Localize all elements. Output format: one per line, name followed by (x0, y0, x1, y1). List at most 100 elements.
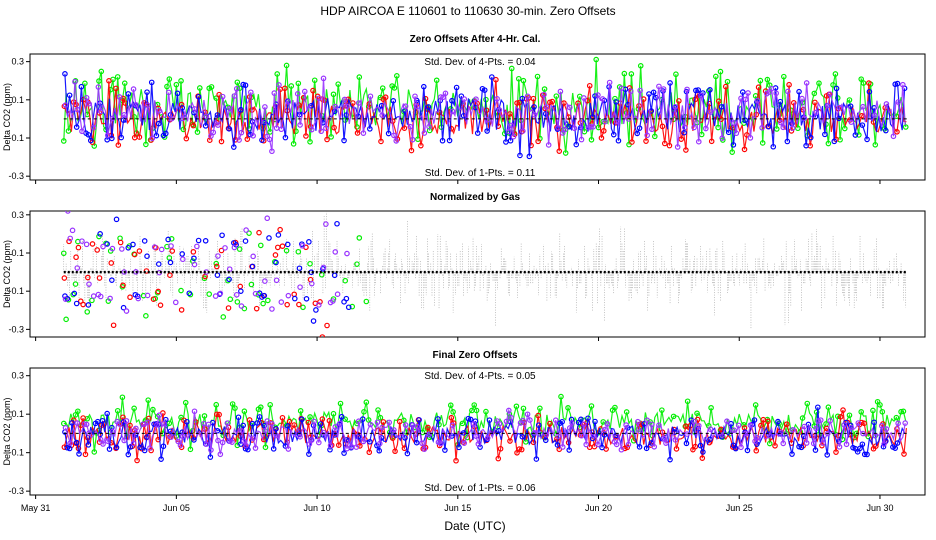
data-point (506, 407, 512, 414)
data-point (109, 245, 116, 252)
data-point (74, 106, 81, 113)
data-point (274, 244, 281, 251)
data-point (508, 414, 514, 421)
data-point (765, 418, 771, 425)
data-point (296, 265, 303, 272)
data-point (408, 147, 415, 154)
data-point (742, 117, 748, 124)
plot-area (60, 393, 908, 464)
data-point (545, 142, 552, 148)
data-point (724, 78, 731, 85)
data-point (393, 138, 400, 144)
y-tick-label: -0.1 (8, 448, 24, 458)
data-point (250, 435, 256, 442)
data-point (535, 138, 541, 145)
data-point (100, 243, 106, 250)
data-point (203, 441, 210, 447)
data-point (811, 90, 818, 97)
data-point (354, 261, 360, 267)
data-point (114, 74, 121, 80)
panel-title: Zero Offsets After 4-Hr. Cal. (410, 34, 541, 45)
data-point (625, 441, 632, 448)
data-point (282, 85, 288, 92)
data-point (125, 244, 132, 251)
data-point (317, 421, 324, 427)
data-point (717, 68, 724, 75)
plot-frame (29, 210, 926, 338)
data-point (661, 140, 668, 147)
data-point (218, 138, 225, 145)
data-point (558, 393, 564, 400)
data-point (158, 456, 164, 462)
data-point (116, 94, 123, 100)
data-point (437, 440, 444, 447)
data-point (374, 419, 381, 426)
data-point (778, 429, 784, 435)
data-point (332, 424, 339, 430)
data-point (901, 451, 907, 457)
data-point (141, 238, 148, 244)
data-point (653, 94, 659, 101)
data-point (305, 419, 312, 426)
data-point (589, 435, 596, 442)
data-point (460, 430, 467, 436)
data-point (600, 128, 607, 134)
data-point (402, 435, 408, 441)
data-point (552, 417, 559, 423)
data-point (331, 272, 338, 279)
data-point (531, 430, 538, 436)
data-point (180, 256, 186, 263)
data-point (418, 142, 424, 149)
data-point (598, 135, 605, 141)
data-point (527, 417, 533, 423)
data-point (150, 406, 156, 413)
data-point (449, 108, 456, 115)
data-point (100, 441, 106, 447)
data-point (144, 89, 150, 95)
data-point (237, 283, 244, 290)
data-point (894, 128, 900, 135)
data-point (149, 135, 156, 142)
data-point (260, 300, 266, 307)
data-point (205, 421, 212, 428)
data-point (284, 241, 291, 248)
data-point (279, 243, 286, 249)
data-point (335, 81, 341, 87)
data-point (719, 432, 726, 438)
data-point (699, 455, 706, 461)
data-point (161, 420, 167, 427)
data-point (210, 129, 217, 136)
data-point (705, 88, 712, 94)
data-point (265, 297, 271, 304)
data-point (183, 135, 190, 142)
data-point (168, 236, 175, 242)
data-point (453, 457, 459, 464)
data-point (285, 446, 292, 452)
data-point (242, 238, 249, 244)
data-point (83, 421, 90, 428)
plot-frame (29, 53, 926, 181)
data-point (259, 137, 265, 143)
data-point (520, 128, 526, 134)
data-point (354, 130, 361, 136)
data-point (725, 129, 732, 136)
data-point (190, 122, 197, 129)
data-point (692, 443, 699, 450)
data-point (74, 265, 81, 271)
data-point (732, 445, 739, 452)
data-point (225, 277, 231, 284)
data-point (248, 89, 254, 96)
data-point (449, 433, 455, 439)
data-point (345, 304, 352, 311)
data-point (232, 405, 238, 411)
data-point (363, 399, 370, 406)
data-point (629, 139, 635, 145)
data-point (602, 426, 608, 433)
data-point (206, 291, 212, 297)
data-point (621, 70, 628, 77)
data-point (86, 100, 92, 107)
data-point (231, 144, 237, 150)
data-point (141, 447, 148, 454)
data-point (613, 441, 620, 448)
data-point (278, 126, 285, 133)
